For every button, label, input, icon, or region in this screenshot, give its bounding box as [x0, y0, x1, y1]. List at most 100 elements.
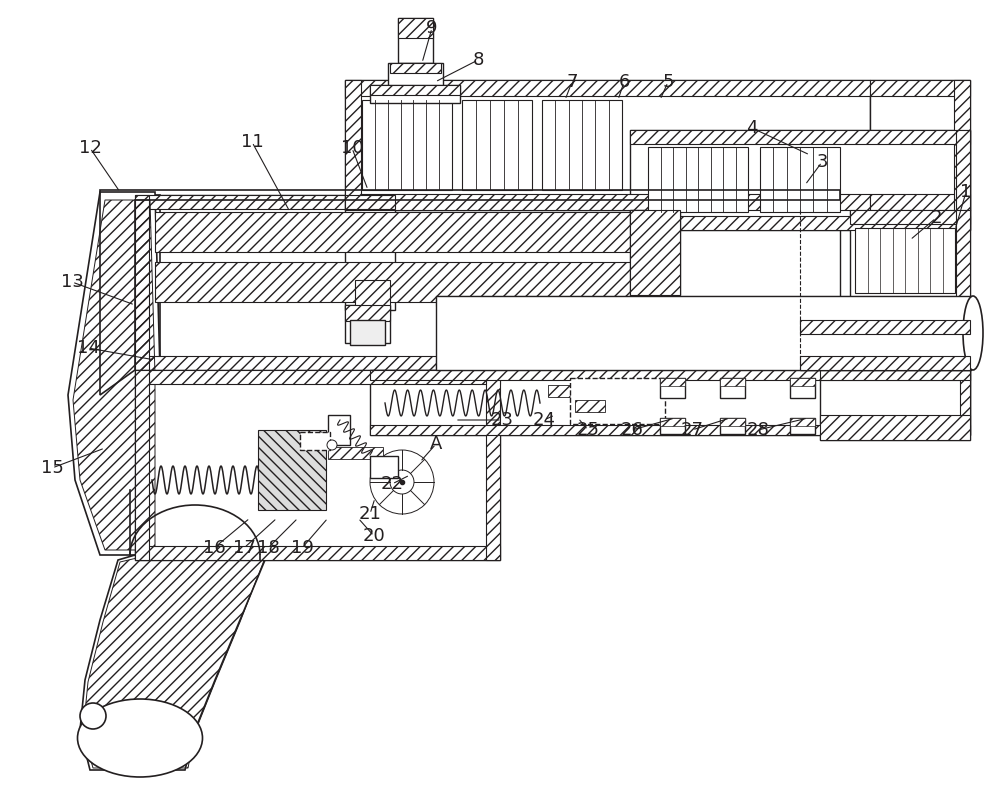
Text: 28: 28 [747, 421, 769, 439]
Bar [135, 195, 840, 370]
Bar [855, 228, 955, 293]
Bar [956, 130, 970, 230]
Bar [370, 85, 460, 95]
Bar [135, 195, 840, 209]
Text: 10: 10 [341, 139, 363, 157]
Circle shape [370, 450, 434, 514]
Bar [542, 100, 622, 190]
Bar [345, 305, 390, 321]
Text: 23: 23 [490, 411, 514, 429]
Bar [630, 210, 680, 295]
Bar [398, 18, 433, 38]
Bar [388, 63, 443, 85]
Bar [870, 80, 970, 210]
Bar [436, 296, 971, 370]
Text: 24: 24 [532, 411, 556, 429]
Bar [155, 262, 635, 302]
Bar [720, 378, 745, 386]
Bar [720, 418, 745, 434]
Text: 11: 11 [241, 133, 263, 151]
Bar [436, 296, 971, 306]
Bar [630, 130, 970, 144]
Text: 19: 19 [291, 539, 313, 557]
Bar [820, 360, 970, 440]
Bar [258, 430, 326, 510]
Text: 9: 9 [426, 19, 438, 37]
Bar [760, 147, 840, 212]
Bar [398, 18, 433, 63]
Text: 8: 8 [472, 51, 484, 69]
Text: 4: 4 [746, 119, 758, 137]
Bar [790, 418, 815, 426]
Bar [648, 147, 748, 212]
Text: A: A [430, 435, 442, 453]
Polygon shape [135, 195, 160, 370]
Bar [850, 210, 970, 224]
Ellipse shape [78, 699, 202, 777]
Bar [135, 356, 840, 370]
Bar [850, 210, 970, 370]
Text: 6: 6 [618, 73, 630, 91]
Bar [720, 418, 745, 426]
Text: 3: 3 [816, 153, 828, 171]
Text: 13: 13 [61, 273, 83, 291]
Text: 25: 25 [576, 421, 600, 439]
Text: 27: 27 [680, 421, 704, 439]
Bar [660, 378, 685, 386]
Text: 26: 26 [621, 421, 643, 439]
Text: 22: 22 [380, 475, 404, 493]
Bar [135, 370, 149, 560]
Bar [345, 194, 870, 210]
Bar [800, 320, 970, 370]
Bar [820, 415, 970, 440]
Text: 20: 20 [363, 527, 385, 545]
Bar [345, 195, 395, 310]
Bar [660, 418, 685, 434]
Bar [486, 370, 500, 560]
Bar [362, 100, 452, 190]
Bar [870, 80, 970, 96]
Text: 7: 7 [566, 73, 578, 91]
Bar [345, 80, 870, 210]
Bar [135, 546, 500, 560]
Text: 1: 1 [960, 183, 972, 201]
Bar [800, 356, 970, 370]
Bar [355, 280, 390, 315]
Bar [790, 378, 815, 398]
Ellipse shape [963, 296, 983, 370]
Bar [800, 320, 970, 334]
Polygon shape [80, 555, 270, 770]
Bar [370, 370, 970, 380]
Bar [630, 216, 970, 230]
Bar [436, 360, 971, 370]
Text: 5: 5 [662, 73, 674, 91]
Text: 18: 18 [257, 539, 279, 557]
Bar [790, 378, 815, 386]
Bar [870, 194, 970, 210]
Text: 15: 15 [41, 459, 63, 477]
Bar [956, 210, 970, 370]
Bar [135, 370, 500, 384]
Bar [390, 63, 441, 73]
Bar [328, 415, 350, 445]
Text: 16: 16 [203, 539, 225, 557]
Bar [850, 356, 970, 370]
Text: 2: 2 [930, 209, 942, 227]
Bar [345, 80, 870, 96]
Bar [345, 195, 395, 209]
Bar [570, 378, 665, 424]
Bar [575, 400, 605, 412]
Bar [630, 210, 680, 295]
Text: 21: 21 [359, 505, 381, 523]
Bar [370, 456, 398, 478]
Bar [462, 100, 532, 190]
Bar [960, 370, 970, 435]
Bar [370, 425, 970, 435]
Bar [135, 195, 149, 370]
Bar [820, 360, 970, 380]
Text: 14: 14 [77, 339, 99, 357]
Circle shape [327, 440, 337, 450]
Bar [954, 80, 970, 210]
Bar [630, 130, 970, 230]
Bar [350, 320, 385, 345]
